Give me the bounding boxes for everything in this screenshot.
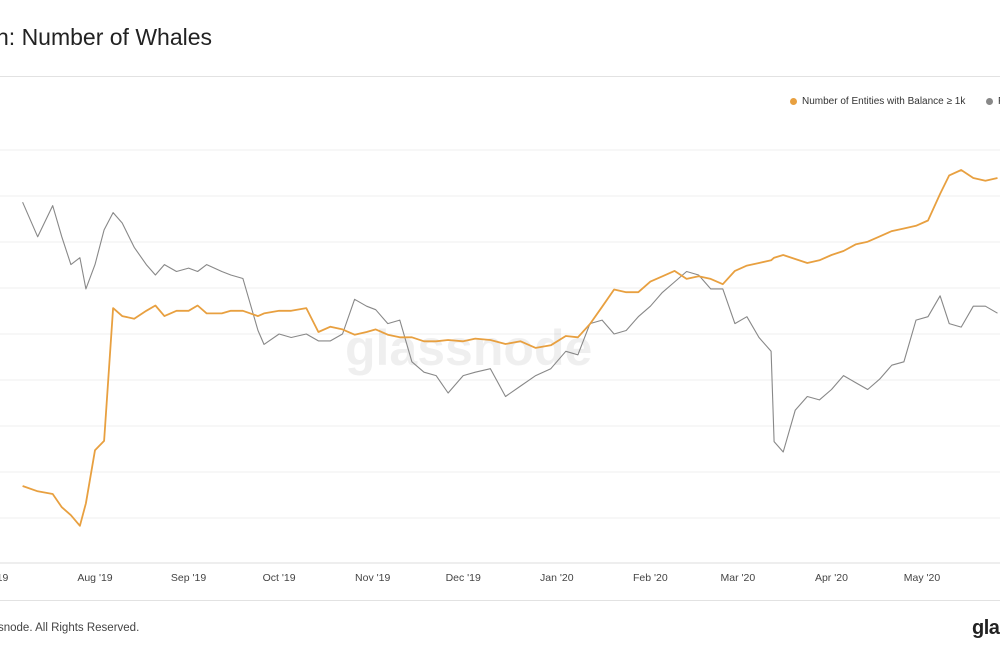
legend-dot-whales — [790, 98, 797, 105]
legend-item-price[interactable]: P — [986, 96, 1000, 107]
legend-dot-price — [986, 98, 993, 105]
series-line-price — [22, 201, 998, 453]
x-tick-label: Aug '19 — [77, 572, 112, 584]
x-tick-label: Sep '19 — [171, 572, 206, 584]
chart-grid — [0, 149, 1000, 564]
copyright-text: snode. All Rights Reserved. — [0, 622, 140, 634]
x-tick-label: Oct '19 — [263, 572, 296, 584]
header-divider — [0, 76, 1000, 77]
legend-label-price: P — [998, 96, 1000, 107]
series-line-whales — [22, 169, 998, 527]
x-tick-label: Jan '20 — [540, 572, 574, 584]
x-tick-label: Mar '20 — [721, 572, 756, 584]
x-tick-label: Apr '20 — [815, 572, 848, 584]
line-chart: glassnode '19 Aug '19 Sep '19 Oct '19 Nov '1… — [0, 149, 1000, 584]
x-tick-label: Dec '19 — [446, 572, 481, 584]
footer-divider — [0, 600, 1000, 601]
series-layer — [22, 169, 998, 527]
glassnode-logo: gla — [972, 617, 1000, 639]
chart-title: n: Number of Whales — [0, 24, 213, 50]
watermark: glassnode — [345, 320, 592, 376]
x-tick-label: Nov '19 — [355, 572, 390, 584]
x-tick-label: Feb '20 — [633, 572, 668, 584]
x-axis: '19 Aug '19 Sep '19 Oct '19 Nov '19 Dec '19 Ja… — [0, 572, 940, 584]
x-tick-label: '19 — [0, 572, 8, 584]
legend-item-whales[interactable]: Number of Entities with Balance ≥ 1k — [790, 96, 965, 107]
legend-label-whales: Number of Entities with Balance ≥ 1k — [802, 96, 966, 107]
x-tick-label: May '20 — [904, 572, 941, 584]
